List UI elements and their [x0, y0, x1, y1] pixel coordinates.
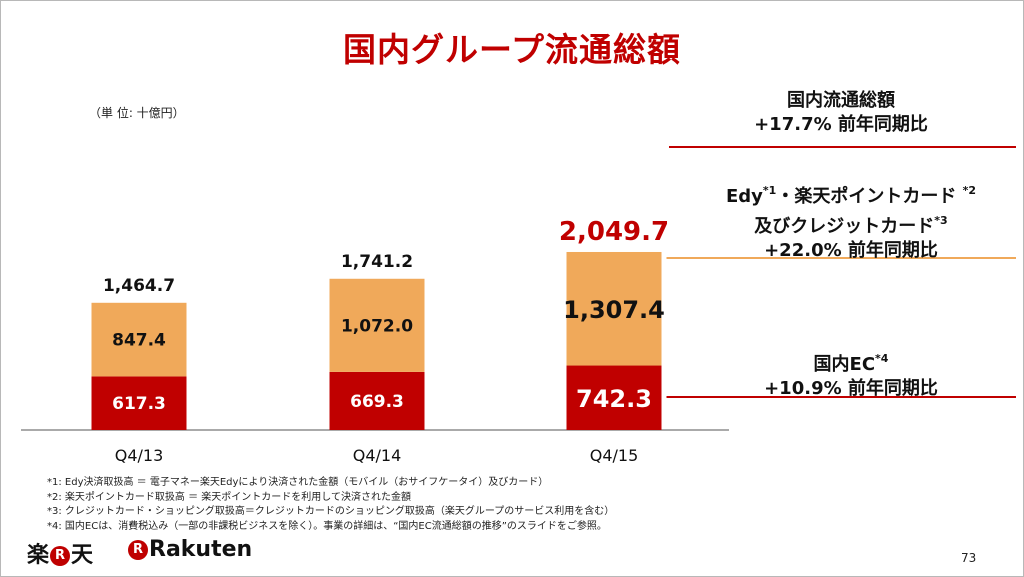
label-cards-growth: +22.0% 前年同期比: [764, 240, 938, 261]
page-title: 国内グループ流通総額: [342, 30, 682, 69]
rakuten-r-icon: R: [50, 546, 71, 566]
footnote-2: *2: 楽天ポイントカード取扱高 ＝ 楽天ポイントカードを利用して決済された金額: [47, 491, 411, 503]
label-cards: Edy*1・楽天ポイントカード *2 及びクレジットカード*3 +22.0% 前…: [701, 179, 1001, 263]
total-label-0: 1,464.7: [103, 276, 175, 296]
label-total-name: 国内流通総額: [787, 90, 895, 111]
unit-label: （単 位: 十億円）: [89, 106, 185, 120]
x-tick-label-2: Q4/15: [590, 446, 639, 465]
rakuten-en-logo: R Rakuten: [127, 537, 252, 562]
label-cards-point: ・楽天ポイントカード: [776, 186, 963, 207]
footnote-1: *1: Edy決済取扱高 ＝ 電子マネー楽天Edyにより決済された金額（モバイル…: [47, 477, 549, 488]
bar-cards-2: [566, 251, 662, 366]
total-label-2: 2,049.7: [559, 217, 669, 247]
x-tick-label-0: Q4/13: [115, 446, 164, 465]
bar-ec-0: [91, 376, 187, 430]
label-ec-growth: +10.9% 前年同期比: [764, 378, 938, 399]
value-label-ec-1: 669.3: [350, 392, 404, 412]
note-2-mark: *2: [962, 184, 976, 197]
footnote-3: *3: クレジットカード・ショッピング取扱高＝クレジットカードのショッピング取扱…: [47, 506, 615, 517]
footnotes: *1: Edy決済取扱高 ＝ 電子マネー楽天Edyにより決済された金額（モバイル…: [47, 476, 614, 534]
note-4-mark: *4: [875, 352, 889, 365]
total-label-1: 1,741.2: [341, 252, 413, 272]
page-number: 73: [961, 551, 977, 565]
bar-cards-0: [91, 302, 187, 377]
rakuten-r-icon: R: [128, 540, 148, 560]
bar-ec-2: [566, 365, 662, 430]
note-1-mark: *1: [762, 184, 777, 197]
bar-ec-1: [329, 371, 425, 430]
label-total: 国内流通総額 +17.7% 前年同期比: [701, 89, 981, 137]
bar-cards-1: [329, 278, 425, 372]
value-label-cards-0: 847.4: [112, 331, 166, 351]
value-label-ec-0: 617.3: [112, 394, 166, 414]
footnote-4: *4: 国内ECは、消費税込み（一部の非課税ビジネスを除く）。事業の詳細は、“国…: [47, 520, 607, 532]
value-label-ec-2: 742.3: [576, 385, 652, 413]
label-total-growth: +17.7% 前年同期比: [754, 114, 928, 135]
note-3-mark: *3: [934, 214, 948, 227]
label-ec: 国内EC*4 +10.9% 前年同期比: [711, 347, 991, 401]
label-ec-name: 国内EC: [813, 354, 876, 375]
label-cards-credit: 及びクレジットカード: [754, 216, 935, 237]
x-tick-label-1: Q4/14: [353, 446, 402, 465]
value-label-cards-2: 1,307.4: [563, 296, 665, 324]
label-cards-edy: Edy: [726, 186, 763, 207]
value-label-cards-1: 1,072.0: [341, 316, 413, 336]
